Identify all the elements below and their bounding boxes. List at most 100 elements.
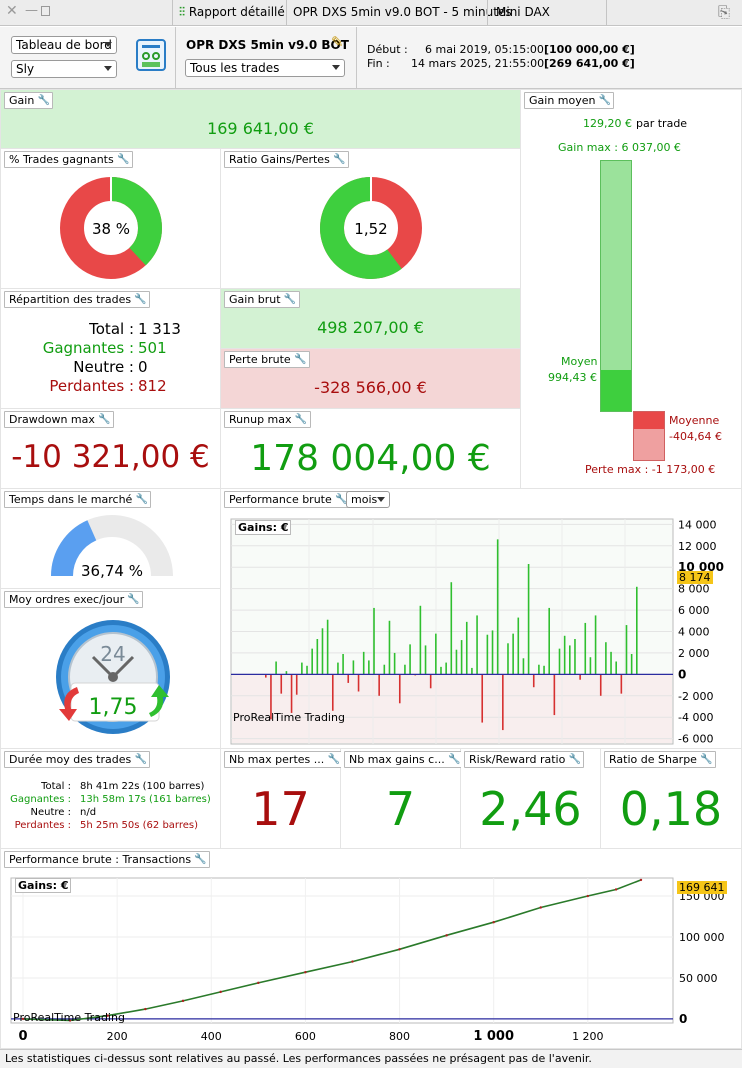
bar[interactable] xyxy=(502,674,504,731)
bar[interactable] xyxy=(465,621,468,675)
bar[interactable] xyxy=(275,661,277,675)
bar[interactable] xyxy=(419,605,422,675)
tab-instrument[interactable]: Mini DAX Full0326 xyxy=(487,0,607,44)
wrench-icon[interactable]: 🔧 xyxy=(568,754,582,765)
bar[interactable] xyxy=(440,666,442,675)
bar[interactable] xyxy=(615,661,617,675)
wrench-icon[interactable]: 🔧 xyxy=(283,294,297,305)
perf-transactions-title[interactable]: Performance brute : Transactions 🔧 xyxy=(4,851,211,868)
perf-bar-chart[interactable]: 14 000 12 000 10 000 8 000 6 000 4 000 2 000 0 -… xyxy=(221,515,741,748)
bar[interactable] xyxy=(486,634,489,675)
bar[interactable] xyxy=(569,645,571,675)
bar[interactable] xyxy=(563,635,566,675)
pct-trades-title[interactable]: % Trades gagnants 🔧 xyxy=(4,151,133,168)
risk-reward-title[interactable]: Risk/Reward ratio 🔧 xyxy=(464,751,585,768)
bar[interactable] xyxy=(517,617,520,675)
bar[interactable] xyxy=(625,625,628,675)
bar[interactable] xyxy=(476,615,478,675)
bar[interactable] xyxy=(548,607,551,675)
share-icon[interactable]: ⎘ xyxy=(718,3,731,21)
bar[interactable] xyxy=(352,660,355,675)
perte-brute-title[interactable]: Perte brute 🔧 xyxy=(224,351,310,368)
bar[interactable] xyxy=(342,654,344,675)
bar[interactable] xyxy=(532,674,535,688)
bar[interactable] xyxy=(481,674,484,723)
gain-title[interactable]: Gain 🔧 xyxy=(4,92,54,109)
bar[interactable] xyxy=(538,664,540,675)
bar[interactable] xyxy=(630,654,633,675)
bar[interactable] xyxy=(610,651,612,675)
bar[interactable] xyxy=(316,639,319,675)
bar[interactable] xyxy=(270,674,272,720)
bar[interactable] xyxy=(357,674,360,692)
bar[interactable] xyxy=(265,674,267,678)
bar[interactable] xyxy=(460,640,463,675)
bar[interactable] xyxy=(290,674,293,713)
bar[interactable] xyxy=(362,651,365,675)
wrench-icon[interactable]: 🔧 xyxy=(447,754,461,765)
bar[interactable] xyxy=(301,662,303,675)
bar[interactable] xyxy=(435,633,437,675)
wrench-icon[interactable]: 🔧 xyxy=(598,95,612,106)
bar[interactable] xyxy=(471,667,473,675)
bar[interactable] xyxy=(579,674,581,680)
bar[interactable] xyxy=(584,622,587,675)
wrench-icon[interactable]: 🔧 xyxy=(98,414,111,425)
bar[interactable] xyxy=(543,665,545,675)
bar[interactable] xyxy=(512,633,514,675)
report-icon[interactable] xyxy=(136,39,166,71)
bar[interactable] xyxy=(620,674,623,694)
ratio-title[interactable]: Ratio Gains/Pertes 🔧 xyxy=(224,151,349,168)
bar[interactable] xyxy=(553,674,556,716)
wrench-icon[interactable]: 🔧 xyxy=(294,414,308,425)
perf-brute-title[interactable]: Performance brute 🔧 xyxy=(224,491,351,508)
nb-max-gains-title[interactable]: Nb max gains c... 🔧 xyxy=(344,751,464,768)
wrench-icon[interactable]: 🔧 xyxy=(293,354,307,365)
dashboard-select[interactable]: Tableau de bord xyxy=(11,36,117,54)
nb-max-pertes-title[interactable]: Nb max pertes ... 🔧 xyxy=(224,751,344,768)
bar[interactable] xyxy=(429,674,432,689)
bar[interactable] xyxy=(311,648,313,675)
bar[interactable] xyxy=(368,660,370,675)
bar[interactable] xyxy=(558,648,561,675)
wrench-icon[interactable]: 🔧 xyxy=(37,95,51,106)
trades-select[interactable]: Tous les trades xyxy=(185,59,345,77)
sharpe-title[interactable]: Ratio de Sharpe 🔧 xyxy=(604,751,716,768)
repartition-title[interactable]: Répartition des trades 🔧 xyxy=(4,291,151,308)
runup-title[interactable]: Runup max 🔧 xyxy=(224,411,311,428)
gain-moyen-title[interactable]: Gain moyen 🔧 xyxy=(524,92,615,109)
bar[interactable] xyxy=(409,644,411,675)
bar[interactable] xyxy=(507,643,509,675)
equity-line[interactable] xyxy=(22,879,642,1022)
wrench-icon[interactable]: 🔧 xyxy=(333,154,346,165)
duree-title[interactable]: Durée moy des trades 🔧 xyxy=(4,751,151,768)
bar[interactable] xyxy=(295,674,298,695)
bar[interactable] xyxy=(321,628,324,675)
bar[interactable] xyxy=(636,586,638,675)
bar[interactable] xyxy=(450,582,453,675)
bar[interactable] xyxy=(388,620,391,675)
bar[interactable] xyxy=(594,615,597,675)
bar[interactable] xyxy=(337,662,339,675)
bar[interactable] xyxy=(378,674,380,696)
bar[interactable] xyxy=(393,652,396,675)
bar[interactable] xyxy=(285,671,288,675)
close-icon[interactable]: ✕ xyxy=(6,3,18,19)
user-select[interactable]: Sly xyxy=(11,60,117,78)
drawdown-title[interactable]: Drawdown max 🔧 xyxy=(4,411,114,428)
wrench-icon[interactable]: 🔧 xyxy=(127,594,140,605)
bar[interactable] xyxy=(326,619,329,675)
bar[interactable] xyxy=(383,664,386,675)
bar[interactable] xyxy=(347,674,350,683)
minimize-icon[interactable]: — xyxy=(25,3,38,18)
wrench-icon[interactable]: 🔧 xyxy=(135,494,149,505)
bar[interactable] xyxy=(455,649,458,675)
bar[interactable] xyxy=(331,674,334,711)
tab-rapport[interactable]: ⫶⫶ Rapport détaillé xyxy=(172,0,291,26)
bar[interactable] xyxy=(605,642,607,675)
bar[interactable] xyxy=(527,564,530,675)
wrench-icon[interactable]: 🔧 xyxy=(134,754,147,765)
wrench-icon[interactable]: 🔧 xyxy=(327,754,340,765)
wrench-icon[interactable]: 🔧 xyxy=(194,854,207,865)
bar[interactable] xyxy=(280,674,283,694)
